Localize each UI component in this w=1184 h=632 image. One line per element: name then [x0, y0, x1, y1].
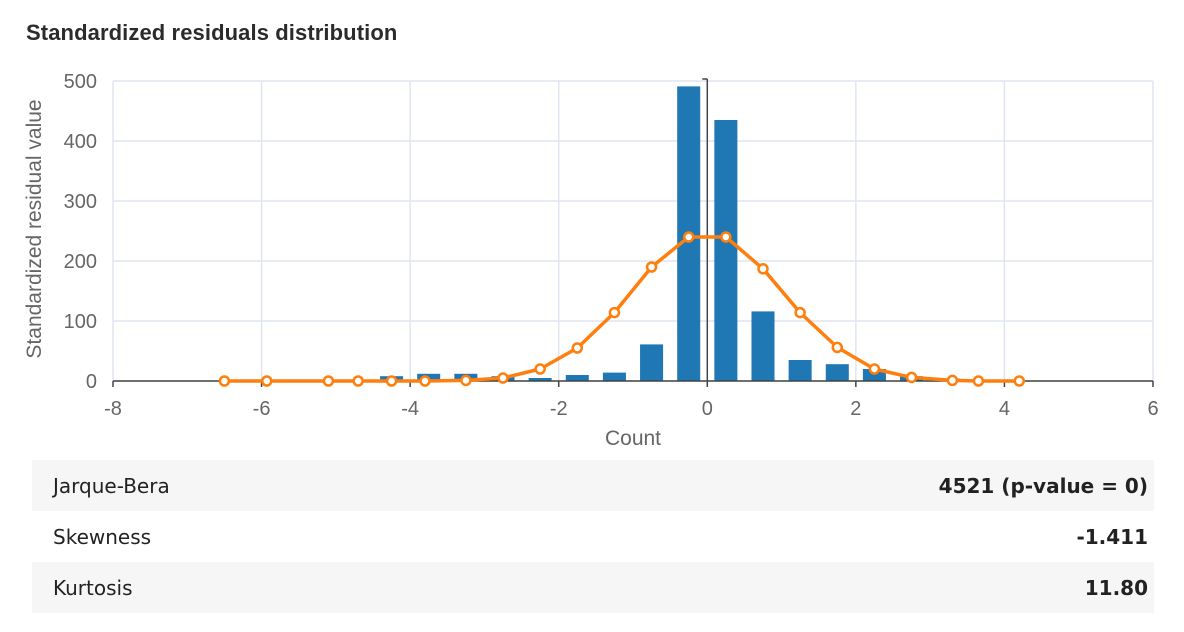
curve-point	[1013, 375, 1026, 387]
histogram-bar	[788, 360, 812, 381]
stat-row-kurtosis: Kurtosis 11.80	[32, 562, 1154, 613]
y-tick-label: 200	[64, 251, 97, 273]
stat-value: 11.80	[1084, 575, 1148, 600]
stat-label: Skewness	[53, 524, 152, 549]
x-tick-label: 2	[850, 398, 861, 420]
stat-value: 4521 (p-value = 0)	[938, 473, 1148, 498]
y-tick-label: 500	[64, 71, 97, 93]
curve-point	[682, 231, 695, 243]
y-tick-label: 0	[86, 371, 97, 393]
curve-point	[419, 375, 431, 387]
curve-point	[352, 375, 364, 387]
x-tick-label: -8	[104, 398, 122, 420]
statistics-table: Jarque-Bera 4521 (p-value = 0) Skewness …	[32, 460, 1154, 613]
y-axis-label: Standardized residual value	[23, 99, 46, 358]
histogram-bar	[640, 344, 664, 381]
curve-point	[322, 375, 335, 387]
x-tick-label: 4	[999, 398, 1010, 420]
stat-label: Jarque-Bera	[53, 473, 170, 498]
chart-title: Standardized residuals distribution	[26, 20, 398, 45]
curve-point	[868, 363, 881, 375]
curve-point	[905, 371, 918, 384]
x-tick-label: 6	[1147, 398, 1158, 420]
stat-value: -1.411	[1076, 524, 1148, 549]
curve-point	[720, 231, 732, 243]
x-tick-label: -4	[401, 398, 419, 420]
curve-point	[972, 375, 985, 387]
x-axis-label: Count	[605, 427, 661, 450]
y-tick-label: 100	[64, 311, 97, 333]
histogram-bar	[714, 120, 738, 381]
x-tick-label: 0	[702, 398, 713, 420]
x-tick-label: -6	[253, 398, 271, 420]
x-tick-label: -2	[550, 398, 568, 420]
axes	[112, 78, 1154, 387]
y-tick-label: 300	[64, 191, 97, 213]
curve-point	[218, 375, 231, 387]
histogram-bars	[380, 86, 961, 382]
histogram-bar	[825, 364, 849, 381]
histogram-bar	[751, 311, 775, 381]
curve-point	[645, 261, 658, 273]
curve-point	[831, 341, 844, 354]
curve-point	[460, 374, 472, 387]
stat-row-skewness: Skewness -1.411	[32, 511, 1154, 562]
curve-point	[946, 374, 959, 387]
curve-point	[497, 372, 509, 384]
curve-point	[794, 306, 806, 319]
histogram-bar	[528, 378, 552, 381]
histogram-bar	[565, 375, 589, 381]
y-tick-label: 400	[64, 131, 97, 153]
stat-label: Kurtosis	[53, 575, 133, 600]
residuals-chart: -8 -6 -4 -2 0 2 4 6 0 100 200 300 400 500 Count Stand…	[23, 71, 1159, 450]
curve-point	[571, 342, 584, 354]
normal-curve	[218, 231, 1026, 387]
curve-line	[224, 235, 1020, 383]
grid-lines	[112, 80, 1154, 382]
curve-point	[385, 375, 398, 387]
stat-row-jarque-bera: Jarque-Bera 4521 (p-value = 0)	[32, 460, 1154, 511]
histogram-bar	[602, 372, 626, 381]
curve-point	[534, 363, 546, 375]
tick-labels: -8 -6 -4 -2 0 2 4 6 0 100 200 300 400 500	[64, 71, 1159, 420]
curve-point	[261, 375, 273, 387]
curve-point	[757, 263, 769, 275]
curve-point	[608, 306, 621, 319]
